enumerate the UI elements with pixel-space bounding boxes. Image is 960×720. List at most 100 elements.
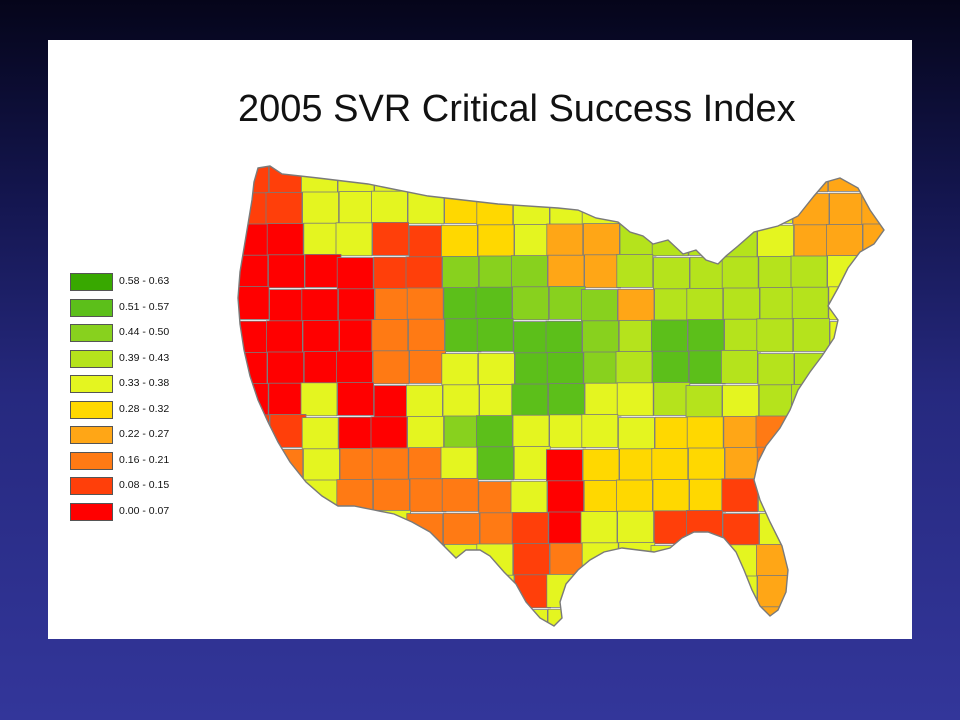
- forecast-region-cell: [650, 319, 688, 354]
- forecast-region-cell: [652, 257, 690, 291]
- forecast-region-cell: [408, 447, 446, 482]
- legend-label: 0.08 - 0.15: [119, 479, 170, 491]
- forecast-region-cell: [371, 319, 409, 354]
- forecast-region-cell: [581, 413, 619, 448]
- forecast-region-cell: [265, 192, 303, 226]
- forecast-region-cell: [686, 287, 724, 322]
- forecast-region-cell: [303, 448, 340, 483]
- forecast-region-cell: [722, 384, 759, 419]
- forecast-region-cell: [266, 320, 303, 355]
- forecast-region-cell: [652, 479, 690, 514]
- us-choropleth-map: [198, 160, 898, 635]
- forecast-region-cell: [477, 446, 515, 481]
- forecast-region-cell: [267, 351, 304, 386]
- forecast-region-cell: [583, 351, 621, 386]
- forecast-region-cell: [338, 416, 376, 451]
- forecast-region-cell: [409, 349, 447, 384]
- forecast-region-cell: [758, 256, 796, 290]
- forecast-region-cell: [479, 383, 517, 418]
- forecast-region-cell: [238, 254, 269, 289]
- forecast-region-cell: [721, 256, 759, 291]
- forecast-region-cell: [336, 257, 374, 291]
- legend-swatch: [70, 273, 113, 291]
- forecast-region-cell: [440, 224, 478, 259]
- forecast-region-cell: [615, 351, 653, 386]
- forecast-region-cell: [826, 224, 863, 258]
- forecast-region-cell: [615, 479, 653, 514]
- forecast-region-cell: [616, 382, 654, 417]
- forecast-region-cell: [546, 351, 584, 386]
- forecast-region-cell: [654, 288, 692, 323]
- forecast-region-cell: [582, 223, 620, 257]
- legend-label: 0.22 - 0.27: [119, 428, 170, 440]
- forecast-region-cell: [547, 254, 585, 289]
- forecast-region-cell: [687, 447, 725, 482]
- legend-label: 0.33 - 0.38: [119, 377, 170, 389]
- forecast-region-cell: [513, 321, 551, 356]
- forecast-region-cell: [478, 255, 516, 290]
- forecast-region-cell: [371, 447, 409, 482]
- forecast-region-cell: [337, 288, 375, 323]
- legend-swatch: [70, 400, 113, 419]
- legend-label: 0.00 - 0.07: [119, 504, 170, 517]
- forecast-region-cell: [510, 255, 548, 289]
- legend-label: 0.16 - 0.21: [119, 453, 170, 466]
- forecast-region-cell: [441, 353, 479, 388]
- legend-swatch: [70, 375, 113, 393]
- forecast-region-cell: [300, 382, 338, 417]
- forecast-region-cell: [618, 319, 656, 354]
- forecast-region-cell: [511, 383, 549, 418]
- legend-label: 0.39 - 0.43: [119, 351, 170, 364]
- forecast-region-cell: [652, 350, 690, 385]
- forecast-region-cell: [268, 382, 306, 417]
- forecast-region-cell: [548, 286, 586, 320]
- forecast-region-cell: [791, 286, 829, 321]
- legend-swatch: [70, 298, 113, 317]
- forecast-region-cell: [721, 478, 759, 513]
- forecast-region-cell: [580, 511, 618, 546]
- forecast-region-cell: [370, 416, 408, 451]
- legend-swatch: [70, 502, 113, 521]
- forecast-region-cell: [512, 286, 550, 321]
- forecast-region-cell: [266, 223, 304, 257]
- forecast-region-cell: [475, 286, 513, 321]
- forecast-region-cell: [337, 381, 375, 416]
- forecast-region-cell: [335, 222, 373, 257]
- forecast-region-cell: [545, 320, 583, 355]
- forecast-region-cell: [442, 384, 480, 419]
- forecast-region-cell: [477, 352, 515, 387]
- forecast-region-cell: [617, 510, 655, 545]
- forecast-region-cell: [441, 477, 479, 512]
- forecast-region-cell: [514, 352, 552, 387]
- forecast-region-cell: [479, 512, 517, 547]
- forecast-region-cell: [444, 318, 482, 353]
- legend-label: 0.51 - 0.57: [119, 300, 170, 313]
- forecast-region-cell: [443, 287, 481, 321]
- forecast-region-cell: [653, 381, 691, 416]
- forecast-region-cell: [475, 415, 513, 450]
- forecast-region-cell: [302, 191, 339, 226]
- forecast-region-cell: [372, 478, 410, 513]
- forecast-region-cell: [373, 256, 411, 291]
- forecast-region-cell: [303, 222, 341, 257]
- forecast-region-cell: [476, 317, 514, 352]
- forecast-region-cell: [582, 320, 620, 355]
- forecast-region-cell: [268, 254, 305, 289]
- forecast-region-cell: [793, 317, 830, 352]
- forecast-region-cell: [619, 448, 657, 483]
- map-title: 2005 SVR Critical Success Index: [238, 88, 796, 130]
- forecast-region-cell: [512, 543, 550, 578]
- forecast-region-cell: [335, 350, 373, 385]
- forecast-region-cell: [442, 512, 480, 547]
- forecast-region-cell: [580, 289, 618, 324]
- forecast-region-cell: [583, 479, 621, 514]
- forecast-region-cell: [510, 480, 548, 515]
- forecast-region-cell: [723, 415, 761, 450]
- forecast-region-cell: [584, 382, 622, 417]
- forecast-region-cell: [373, 385, 411, 420]
- forecast-region-cell: [440, 446, 478, 481]
- forecast-region-cell: [374, 287, 412, 322]
- forecast-region-cell: [756, 318, 794, 353]
- forecast-region-cell: [547, 480, 585, 515]
- forecast-region-cell: [442, 256, 480, 290]
